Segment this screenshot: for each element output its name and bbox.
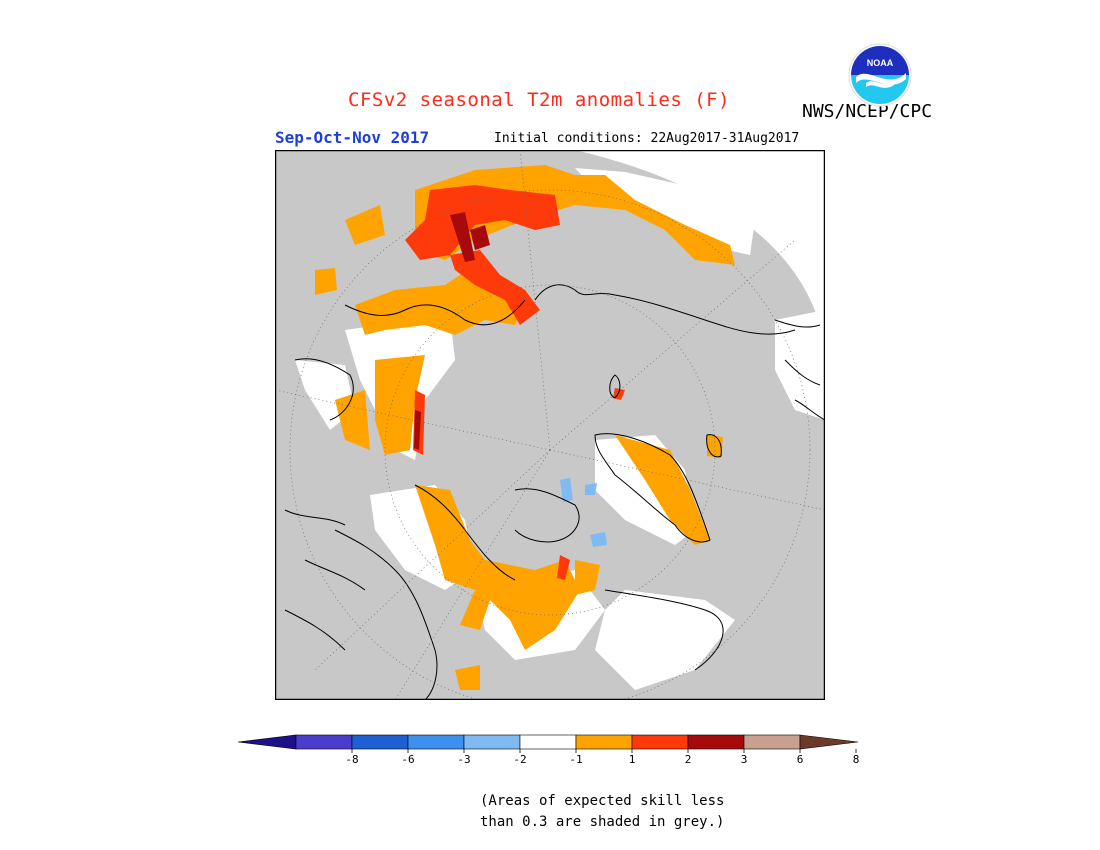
season-label: Sep-Oct-Nov 2017 (275, 128, 430, 147)
colorbar-bin (687, 734, 745, 750)
colorbar-tick-label: 3 (741, 753, 748, 766)
skill-note: (Areas of expected skill less than 0.3 a… (480, 791, 724, 833)
colorbar-bin (351, 734, 409, 750)
anomaly-neg1-to-neg2 (560, 478, 607, 547)
colorbar-tick-label: 6 (797, 753, 804, 766)
colorbar-bin (295, 734, 353, 750)
domain-edge-nw (275, 150, 395, 350)
colorbar-bin (407, 734, 465, 750)
colorbar-bin (519, 734, 577, 750)
colorbar-bin (799, 734, 859, 750)
colorbar-legend: -8 -6 -3 -2 -1 1 2 3 6 8 (238, 734, 859, 766)
colorbar-bin (743, 734, 801, 750)
skill-note-line-2: than 0.3 are shaded in grey.) (480, 814, 725, 830)
colorbar-bins (238, 734, 859, 750)
graticule (275, 150, 825, 700)
colorbar-tick-label: 2 (685, 753, 692, 766)
colorbar-bin (575, 734, 633, 750)
colorbar-bin (631, 734, 689, 750)
noaa-logo-text: NOAA (867, 58, 894, 68)
colorbar-tick-label: -3 (457, 753, 470, 766)
colorbar-tick-label: -6 (401, 753, 414, 766)
anomaly-3-to-6 (414, 212, 490, 450)
colorbar-bin (238, 734, 297, 750)
colorbar-tick-label: 1 (629, 753, 636, 766)
domain-edge-ne (575, 150, 825, 350)
colorbar-bin (463, 734, 521, 750)
skill-note-line-1: (Areas of expected skill less (480, 793, 725, 809)
colorbar-tick-label: 8 (853, 753, 860, 766)
anomaly-map (275, 150, 825, 700)
colorbar-ticks: -8 -6 -3 -2 -1 1 2 3 6 8 (345, 749, 859, 766)
anomaly-2-to-3 (405, 185, 625, 580)
initial-conditions-label: Initial conditions: 22Aug2017-31Aug2017 (494, 131, 800, 146)
chart-title: CFSv2 seasonal T2m anomalies (F) (348, 89, 731, 111)
organization-label: NWS/NCEP/CPC (802, 101, 933, 122)
colorbar-tick-label: -1 (569, 753, 582, 766)
colorbar-tick-label: -8 (345, 753, 358, 766)
colorbar-tick-label: -2 (513, 753, 526, 766)
noaa-logo: NOAA (848, 43, 912, 107)
map-frame (275, 150, 825, 700)
